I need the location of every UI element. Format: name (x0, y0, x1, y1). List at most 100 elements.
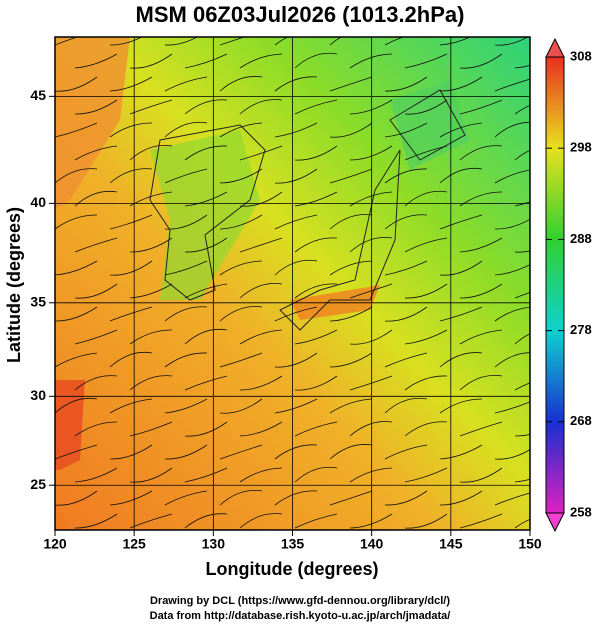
streamline (239, 513, 283, 529)
streamline (219, 214, 263, 230)
streamline (274, 490, 318, 506)
streamline (294, 191, 338, 207)
streamline (239, 53, 283, 69)
streamline (164, 76, 208, 92)
streamline (494, 401, 530, 414)
colorbar-tick-label: 288 (570, 231, 592, 246)
streamline (239, 145, 283, 161)
streamline (239, 421, 283, 437)
streamline (404, 329, 448, 345)
streamline (184, 99, 228, 115)
x-axis-label: Longitude (degrees) (205, 559, 378, 579)
streamline (349, 53, 393, 69)
streamline (74, 145, 118, 161)
streamline (184, 467, 228, 483)
streamlines (55, 37, 530, 529)
streamline (184, 191, 228, 207)
colorbar-bottom-arrow (545, 512, 565, 533)
streamline (219, 260, 263, 276)
streamline (109, 490, 153, 506)
streamline (404, 421, 448, 437)
streamline (329, 352, 373, 368)
streamline (494, 78, 530, 92)
streamline (404, 237, 448, 253)
streamline (439, 260, 483, 276)
y-tick-label: 30 (30, 387, 46, 403)
streamline (74, 237, 118, 253)
streamline (74, 467, 118, 483)
streamline (349, 283, 393, 299)
streamline (439, 444, 483, 460)
streamline (164, 444, 208, 460)
streamline (274, 76, 318, 92)
streamline (439, 398, 483, 414)
streamline (349, 375, 393, 391)
streamline (74, 329, 118, 345)
y-tick-label: 40 (30, 194, 46, 210)
colorbar-tick-label: 298 (570, 140, 592, 155)
streamline (219, 444, 263, 460)
streamline (164, 260, 208, 276)
streamline (55, 397, 98, 414)
streamline (109, 444, 153, 460)
streamline (109, 168, 153, 184)
streamline (404, 283, 448, 299)
streamline (459, 53, 503, 69)
streamline (239, 99, 283, 115)
streamline (349, 191, 393, 207)
y-axis-label: Latitude (degrees) (4, 207, 24, 363)
streamline (55, 352, 98, 368)
y-tick-label: 25 (30, 476, 46, 492)
streamline (439, 37, 472, 46)
chart-title: MSM 06Z03Jul2026 (1013.2hPa) (136, 2, 465, 27)
streamline (329, 260, 373, 276)
streamline (74, 513, 118, 529)
streamline (55, 168, 98, 184)
streamline (164, 121, 208, 138)
streamline (384, 214, 428, 230)
streamline (74, 421, 118, 437)
streamline (109, 398, 153, 414)
streamline (384, 37, 405, 46)
colorbar (545, 56, 565, 514)
streamline (219, 122, 263, 138)
streamline (514, 105, 530, 115)
streamline (459, 237, 503, 253)
streamline (439, 306, 483, 322)
colorbar-tick-label: 278 (570, 322, 592, 337)
streamline (514, 250, 530, 253)
streamline (329, 490, 373, 506)
streamline (55, 490, 98, 506)
streamline (239, 467, 283, 483)
streamline (294, 52, 338, 69)
streamline (129, 513, 173, 529)
streamline (294, 421, 338, 437)
streamline (109, 351, 153, 368)
streamline (109, 306, 153, 322)
streamline (459, 329, 503, 345)
streamline (109, 37, 143, 46)
streamline (329, 122, 373, 138)
streamline (274, 214, 318, 230)
streamline (274, 37, 289, 46)
streamline (439, 76, 483, 92)
streamline (129, 237, 173, 253)
streamline (239, 283, 283, 299)
streamline (164, 306, 208, 322)
streamline (459, 513, 503, 529)
streamline (184, 421, 228, 437)
streamline (294, 329, 338, 345)
streamline (129, 53, 173, 69)
streamline (74, 375, 118, 391)
streamline (404, 513, 448, 529)
streamline (129, 421, 173, 437)
streamline (384, 168, 428, 184)
streamline (459, 374, 503, 391)
streamline (404, 375, 448, 391)
streamline (129, 329, 173, 345)
streamline (164, 352, 208, 368)
streamline (184, 328, 228, 345)
streamline (274, 168, 318, 184)
streamline (514, 201, 530, 207)
x-tick-label: 150 (518, 536, 542, 552)
